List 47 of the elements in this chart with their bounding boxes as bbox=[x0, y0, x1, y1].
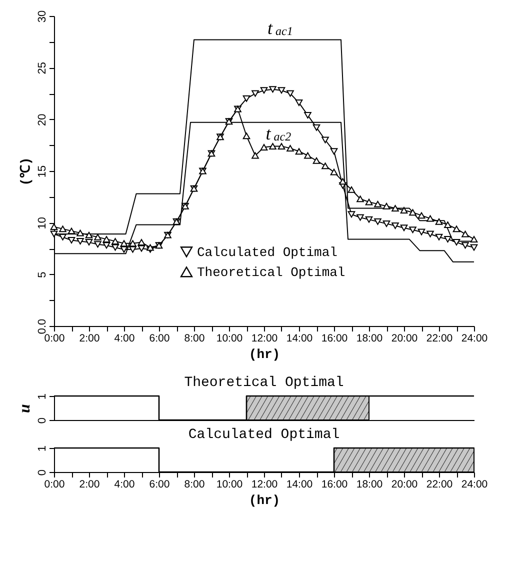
x-tick-label: 10:00 bbox=[216, 478, 243, 490]
x-tick-label: 16:00 bbox=[321, 478, 348, 490]
x-tick-label: 14:00 bbox=[286, 478, 313, 490]
x-tick-label: 18:00 bbox=[356, 332, 383, 344]
x-tick-label: 12:00 bbox=[251, 478, 278, 490]
x-tick-label: 18:00 bbox=[356, 478, 383, 490]
y-axis-title: u bbox=[16, 404, 34, 413]
chart-title: Calculated Optimal bbox=[188, 426, 340, 443]
x-tick-label: 22:00 bbox=[426, 478, 453, 490]
y-tick-label: 20 bbox=[36, 114, 48, 126]
y-tick-label: 10 bbox=[36, 217, 48, 230]
y-tick-label: 0.0 bbox=[36, 318, 48, 334]
y-tick-label: 25 bbox=[36, 62, 48, 74]
x-tick-label: 24:00 bbox=[461, 332, 488, 344]
x-tick-label: 8:00 bbox=[184, 332, 205, 344]
x-tick-label: 0:00 bbox=[44, 478, 65, 490]
legend-label: Theoretical Optimal bbox=[197, 264, 346, 280]
x-tick-label: 0:00 bbox=[44, 332, 65, 344]
x-tick-label: 20:00 bbox=[391, 332, 418, 344]
chart-title: Theoretical Optimal bbox=[184, 374, 344, 391]
x-tick-label: 22:00 bbox=[426, 332, 453, 344]
y-axis-title: (℃) bbox=[18, 157, 34, 186]
x-tick-label: 6:00 bbox=[149, 332, 170, 344]
series-label: tac1 bbox=[268, 18, 293, 38]
x-tick-label: 10:00 bbox=[216, 332, 243, 344]
x-axis-title: (hr) bbox=[248, 347, 280, 362]
x-tick-label: 2:00 bbox=[79, 478, 100, 490]
x-tick-label: 8:00 bbox=[184, 478, 205, 490]
y-tick-label: 5 bbox=[36, 272, 48, 278]
y-tick-label: 0 bbox=[36, 469, 48, 476]
x-tick-label: 2:00 bbox=[79, 332, 100, 344]
series-label: tac2 bbox=[266, 123, 292, 144]
x-tick-label: 24:00 bbox=[461, 478, 488, 490]
x-axis-title: (hr) bbox=[248, 493, 280, 508]
x-tick-label: 4:00 bbox=[114, 478, 135, 490]
x-tick-label: 12:00 bbox=[251, 332, 278, 344]
legend-label: Calculated Optimal bbox=[197, 244, 338, 260]
x-tick-label: 14:00 bbox=[286, 332, 313, 344]
x-tick-label: 20:00 bbox=[391, 478, 418, 490]
x-tick-label: 16:00 bbox=[321, 332, 348, 344]
x-tick-label: 4:00 bbox=[114, 332, 135, 344]
y-tick-label: 30 bbox=[36, 10, 48, 23]
x-tick-label: 6:00 bbox=[149, 478, 170, 490]
y-tick-label: 15 bbox=[36, 165, 48, 178]
y-tick-label: 1 bbox=[36, 393, 48, 400]
y-tick-label: 0 bbox=[36, 417, 48, 424]
y-tick-label: 1 bbox=[36, 445, 48, 452]
